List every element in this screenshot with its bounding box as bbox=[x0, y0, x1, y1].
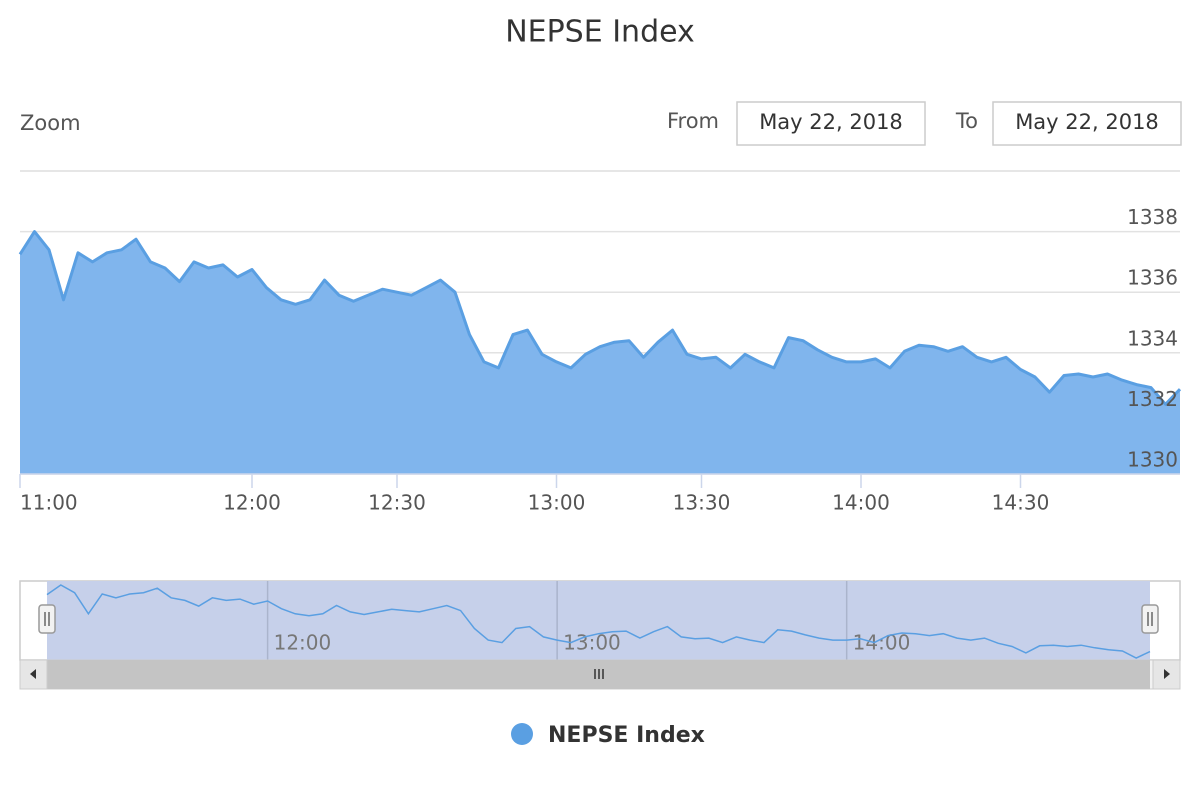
y-tick-label: 1334 bbox=[1127, 326, 1178, 350]
y-tick-label: 1336 bbox=[1127, 266, 1178, 290]
x-tick-label: 12:00 bbox=[223, 491, 281, 515]
navigator-tick-label: 12:00 bbox=[274, 631, 332, 655]
x-tick-label: 13:00 bbox=[528, 491, 586, 515]
zoom-label: Zoom bbox=[20, 111, 81, 135]
from-date[interactable]: May 22, 2018 bbox=[759, 110, 903, 134]
arrow-left bbox=[30, 669, 36, 679]
to-input[interactable] bbox=[992, 101, 1182, 146]
navigator-line bbox=[46, 584, 1151, 659]
x-tick-label: 14:00 bbox=[832, 491, 890, 515]
to-date[interactable]: May 22, 2018 bbox=[1015, 110, 1159, 134]
navigator-handle[interactable] bbox=[1141, 604, 1159, 634]
to-label: To bbox=[955, 109, 978, 133]
handle-grip bbox=[1147, 612, 1153, 626]
from-label: From bbox=[667, 109, 719, 133]
x-tick-label: 14:30 bbox=[992, 491, 1050, 515]
area-fill bbox=[20, 231, 1180, 474]
area-line bbox=[18, 230, 1182, 406]
legend-label[interactable]: NEPSE Index bbox=[548, 723, 705, 748]
legend-marker[interactable] bbox=[511, 723, 533, 745]
y-tick-label: 1332 bbox=[1127, 387, 1178, 411]
navigator-mask bbox=[47, 581, 1150, 660]
y-tick-label: 1338 bbox=[1127, 205, 1178, 229]
navigator-handle[interactable] bbox=[38, 604, 56, 634]
thumb-grip bbox=[594, 669, 604, 679]
y-tick-label: 1330 bbox=[1127, 448, 1178, 472]
arrow-right bbox=[1164, 669, 1170, 679]
x-tick-label: 11:00 bbox=[20, 491, 78, 515]
x-tick-label: 12:30 bbox=[368, 491, 426, 515]
handle-grip bbox=[44, 612, 50, 626]
x-tick-label: 13:30 bbox=[673, 491, 731, 515]
chart-title: NEPSE Index bbox=[505, 15, 695, 50]
navigator-tick-label: 14:00 bbox=[853, 631, 911, 655]
from-input[interactable] bbox=[736, 101, 926, 146]
